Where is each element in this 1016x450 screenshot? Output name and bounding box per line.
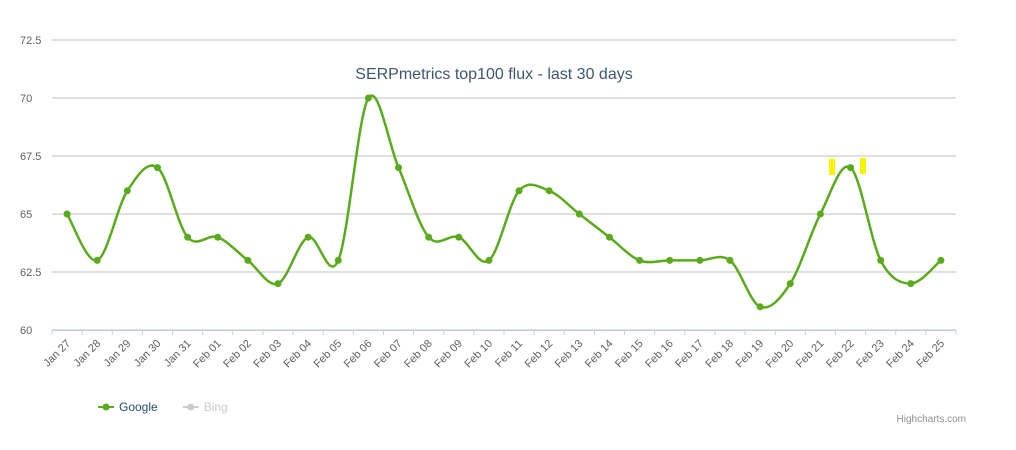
legend-item[interactable]: Google [119, 400, 158, 414]
x-tick-label: Jan 27 [41, 338, 73, 370]
data-point [274, 280, 282, 288]
x-tick-label: Feb 24 [884, 338, 917, 371]
x-tick-label: Feb 06 [342, 338, 375, 371]
data-point [123, 187, 131, 195]
data-point [214, 233, 222, 241]
highlight-mark [829, 159, 835, 175]
x-tick-label: Feb 02 [221, 338, 254, 371]
x-tick-label: Jan 29 [102, 338, 134, 370]
data-point [847, 164, 855, 172]
x-tick-label: Feb 08 [402, 338, 435, 371]
x-tick-label: Feb 21 [794, 338, 827, 371]
x-tick-label: Feb 20 [764, 338, 797, 371]
y-tick-label: 65 [20, 209, 32, 221]
data-point [184, 233, 192, 241]
x-tick-label: Feb 25 [914, 338, 947, 371]
x-tick-label: Jan 30 [132, 338, 164, 370]
data-point [605, 233, 613, 241]
y-tick-label: 70 [20, 93, 32, 105]
x-tick-label: Feb 12 [523, 338, 556, 371]
data-point [575, 210, 583, 218]
x-tick-label: Jan 31 [162, 338, 194, 370]
data-point [364, 94, 372, 102]
y-tick-label: 67.5 [20, 151, 41, 163]
data-point [515, 187, 523, 195]
data-point [636, 256, 644, 264]
x-tick-label: Feb 17 [673, 338, 706, 371]
series-line [65, 94, 942, 309]
data-point [425, 233, 433, 241]
data-point [545, 187, 553, 195]
data-point [395, 164, 403, 172]
legend-marker [187, 403, 195, 411]
data-point [334, 256, 342, 264]
x-tick-label: Feb 01 [191, 338, 224, 371]
x-tick-label: Feb 11 [493, 338, 525, 370]
legend-item[interactable]: Bing [204, 400, 228, 414]
x-tick-label: Feb 23 [854, 338, 887, 371]
y-tick-label: 60 [20, 325, 32, 337]
y-tick-label: 62.5 [20, 267, 41, 279]
x-tick-label: Feb 16 [643, 338, 676, 371]
data-point [696, 256, 704, 264]
data-point [877, 256, 885, 264]
data-point [63, 210, 71, 218]
x-tick-label: Feb 03 [251, 338, 284, 371]
credits[interactable]: Highcharts.com [897, 414, 966, 425]
x-tick-label: Feb 13 [553, 338, 586, 371]
highlight-mark [860, 158, 866, 174]
data-point [756, 303, 764, 311]
y-tick-label: 72.5 [20, 35, 41, 47]
x-tick-label: Feb 22 [824, 338, 857, 371]
x-tick-label: Feb 09 [432, 338, 465, 371]
x-tick-label: Jan 28 [71, 338, 103, 370]
chart-title: SERPmetrics top100 flux - last 30 days [355, 66, 632, 83]
data-point [937, 256, 945, 264]
data-point [244, 256, 252, 264]
data-point [455, 233, 463, 241]
data-point [485, 256, 493, 264]
data-point [726, 256, 734, 264]
data-point [816, 210, 824, 218]
x-tick-label: Feb 19 [734, 338, 767, 371]
x-tick-label: Feb 05 [312, 338, 345, 371]
data-point [153, 164, 161, 172]
x-tick-label: Feb 10 [462, 338, 495, 371]
x-tick-label: Feb 04 [282, 338, 315, 371]
data-point [907, 280, 915, 288]
x-tick-label: Feb 07 [372, 338, 405, 371]
data-point [666, 256, 674, 264]
data-point [786, 280, 794, 288]
data-point [304, 233, 312, 241]
x-tick-label: Feb 18 [703, 338, 736, 371]
data-point [93, 256, 101, 264]
legend-marker [102, 403, 110, 411]
x-tick-label: Feb 15 [613, 338, 646, 371]
x-tick-label: Feb 14 [583, 338, 616, 371]
